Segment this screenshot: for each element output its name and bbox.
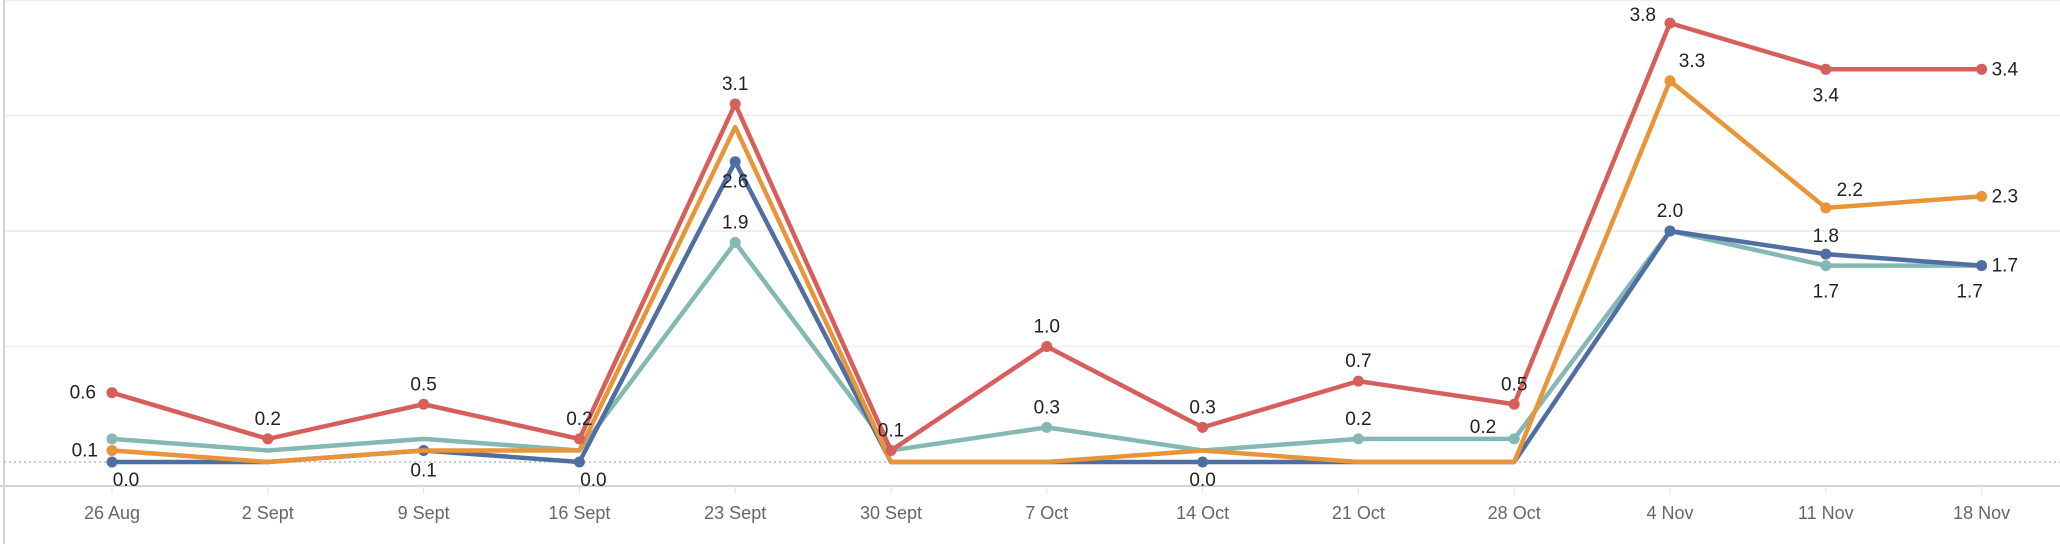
red-data-label: 3.4 [1992, 59, 2019, 80]
red-data-point[interactable] [1820, 63, 1832, 75]
blue-data-label: 2.6 [722, 172, 748, 193]
red-data-label: 1.0 [1034, 317, 1060, 338]
red-data-label: 0.5 [1501, 374, 1527, 395]
orange-data-label: 3.3 [1679, 51, 1705, 72]
x-axis-ticks: 26 Aug 2 Sept 9 Sept 16 Sept 23 Sept 30 Sept 7… [84, 486, 2010, 523]
red-data-label: 0.6 [70, 383, 96, 404]
red-data-label: 0.1 [878, 420, 904, 441]
teal-data-point[interactable] [106, 433, 118, 445]
blue-data-label: 0.0 [580, 470, 606, 491]
blue-data-point[interactable] [1197, 456, 1209, 468]
red-data-label: 0.7 [1345, 351, 1371, 372]
teal-data-label: 0.2 [1345, 409, 1371, 430]
red-data-label: 3.1 [722, 74, 748, 95]
orange-data-point[interactable] [1820, 202, 1832, 214]
teal-data-point[interactable] [1041, 421, 1053, 433]
red-data-label: 0.2 [255, 409, 281, 430]
x-tick-label: 4 Nov [1646, 503, 1693, 523]
teal-data-label: 1.9 [722, 213, 748, 234]
red-data-point[interactable] [106, 387, 118, 399]
red-data-label: 0.3 [1189, 397, 1215, 418]
orange-data-point[interactable] [1664, 75, 1676, 87]
blue-data-label: 0.0 [113, 470, 139, 491]
red-data-point[interactable] [262, 433, 274, 445]
x-tick-label: 28 Oct [1488, 503, 1541, 523]
x-tick-label: 21 Oct [1332, 503, 1385, 523]
red-data-point[interactable] [418, 398, 430, 410]
x-tick-label: 14 Oct [1176, 503, 1229, 523]
x-tick-label: 7 Oct [1025, 503, 1068, 523]
teal-data-label: 0.3 [1034, 397, 1060, 418]
x-tick-label: 23 Sept [704, 503, 766, 523]
red-data-label: 0.2 [566, 409, 592, 430]
teal-data-label: 2.0 [1657, 201, 1683, 222]
orange-data-label: 2.2 [1837, 180, 1863, 201]
orange-data-label: 0.1 [72, 440, 98, 461]
red-data-point[interactable] [573, 433, 585, 445]
teal-data-point[interactable] [729, 237, 741, 249]
red-data-point[interactable] [1352, 375, 1364, 387]
blue-data-point[interactable] [729, 156, 741, 168]
red-data-point[interactable] [885, 444, 897, 456]
blue-data-point[interactable] [1976, 260, 1988, 272]
red-data-point[interactable] [1041, 341, 1053, 352]
red-data-point[interactable] [729, 98, 741, 110]
teal-data-point[interactable] [1820, 260, 1832, 272]
blue-data-point[interactable] [573, 456, 585, 468]
teal-data-point[interactable] [1508, 433, 1520, 445]
red-data-label: 0.5 [410, 374, 436, 395]
x-tick-label: 26 Aug [84, 503, 140, 523]
blue-data-point[interactable] [106, 456, 118, 468]
teal-data-label: 1.7 [1956, 282, 1982, 303]
blue-data-point[interactable] [1664, 225, 1676, 237]
teal-data-label: 1.7 [1813, 282, 1839, 303]
red-data-point[interactable] [1197, 421, 1209, 433]
blue-data-label: 0.1 [410, 460, 436, 481]
blue-data-point[interactable] [1820, 248, 1832, 260]
red-data-point[interactable] [1664, 17, 1676, 29]
blue-data-label: 0.0 [1189, 470, 1215, 491]
data-labels: 0.6 0.2 0.5 0.2 3.1 0.1 1.0 0.3 0.7 0.5 3.8 3.4 3.4 0… [70, 5, 2019, 491]
blue-data-label: 1.8 [1813, 226, 1839, 247]
red-data-point[interactable] [1508, 398, 1520, 410]
x-tick-label: 30 Sept [860, 503, 922, 523]
teal-data-point[interactable] [1352, 433, 1364, 445]
orange-data-point[interactable] [1976, 190, 1988, 202]
red-data-label: 3.8 [1630, 5, 1656, 26]
series-lines [106, 17, 1988, 468]
orange-data-point[interactable] [106, 444, 118, 456]
gridlines [4, 0, 2060, 348]
red-data-point[interactable] [1976, 63, 1988, 75]
x-tick-label: 2 Sept [242, 503, 294, 523]
x-tick-label: 18 Nov [1953, 503, 2010, 523]
x-tick-label: 11 Nov [1798, 503, 1854, 523]
x-tick-label: 16 Sept [548, 503, 610, 523]
orange-data-label: 2.3 [1992, 186, 2018, 207]
red-data-label: 3.4 [1813, 85, 1840, 106]
blue-data-label: 1.7 [1992, 256, 2018, 277]
x-tick-label: 9 Sept [398, 503, 450, 523]
teal-data-label: 0.2 [1470, 417, 1496, 438]
